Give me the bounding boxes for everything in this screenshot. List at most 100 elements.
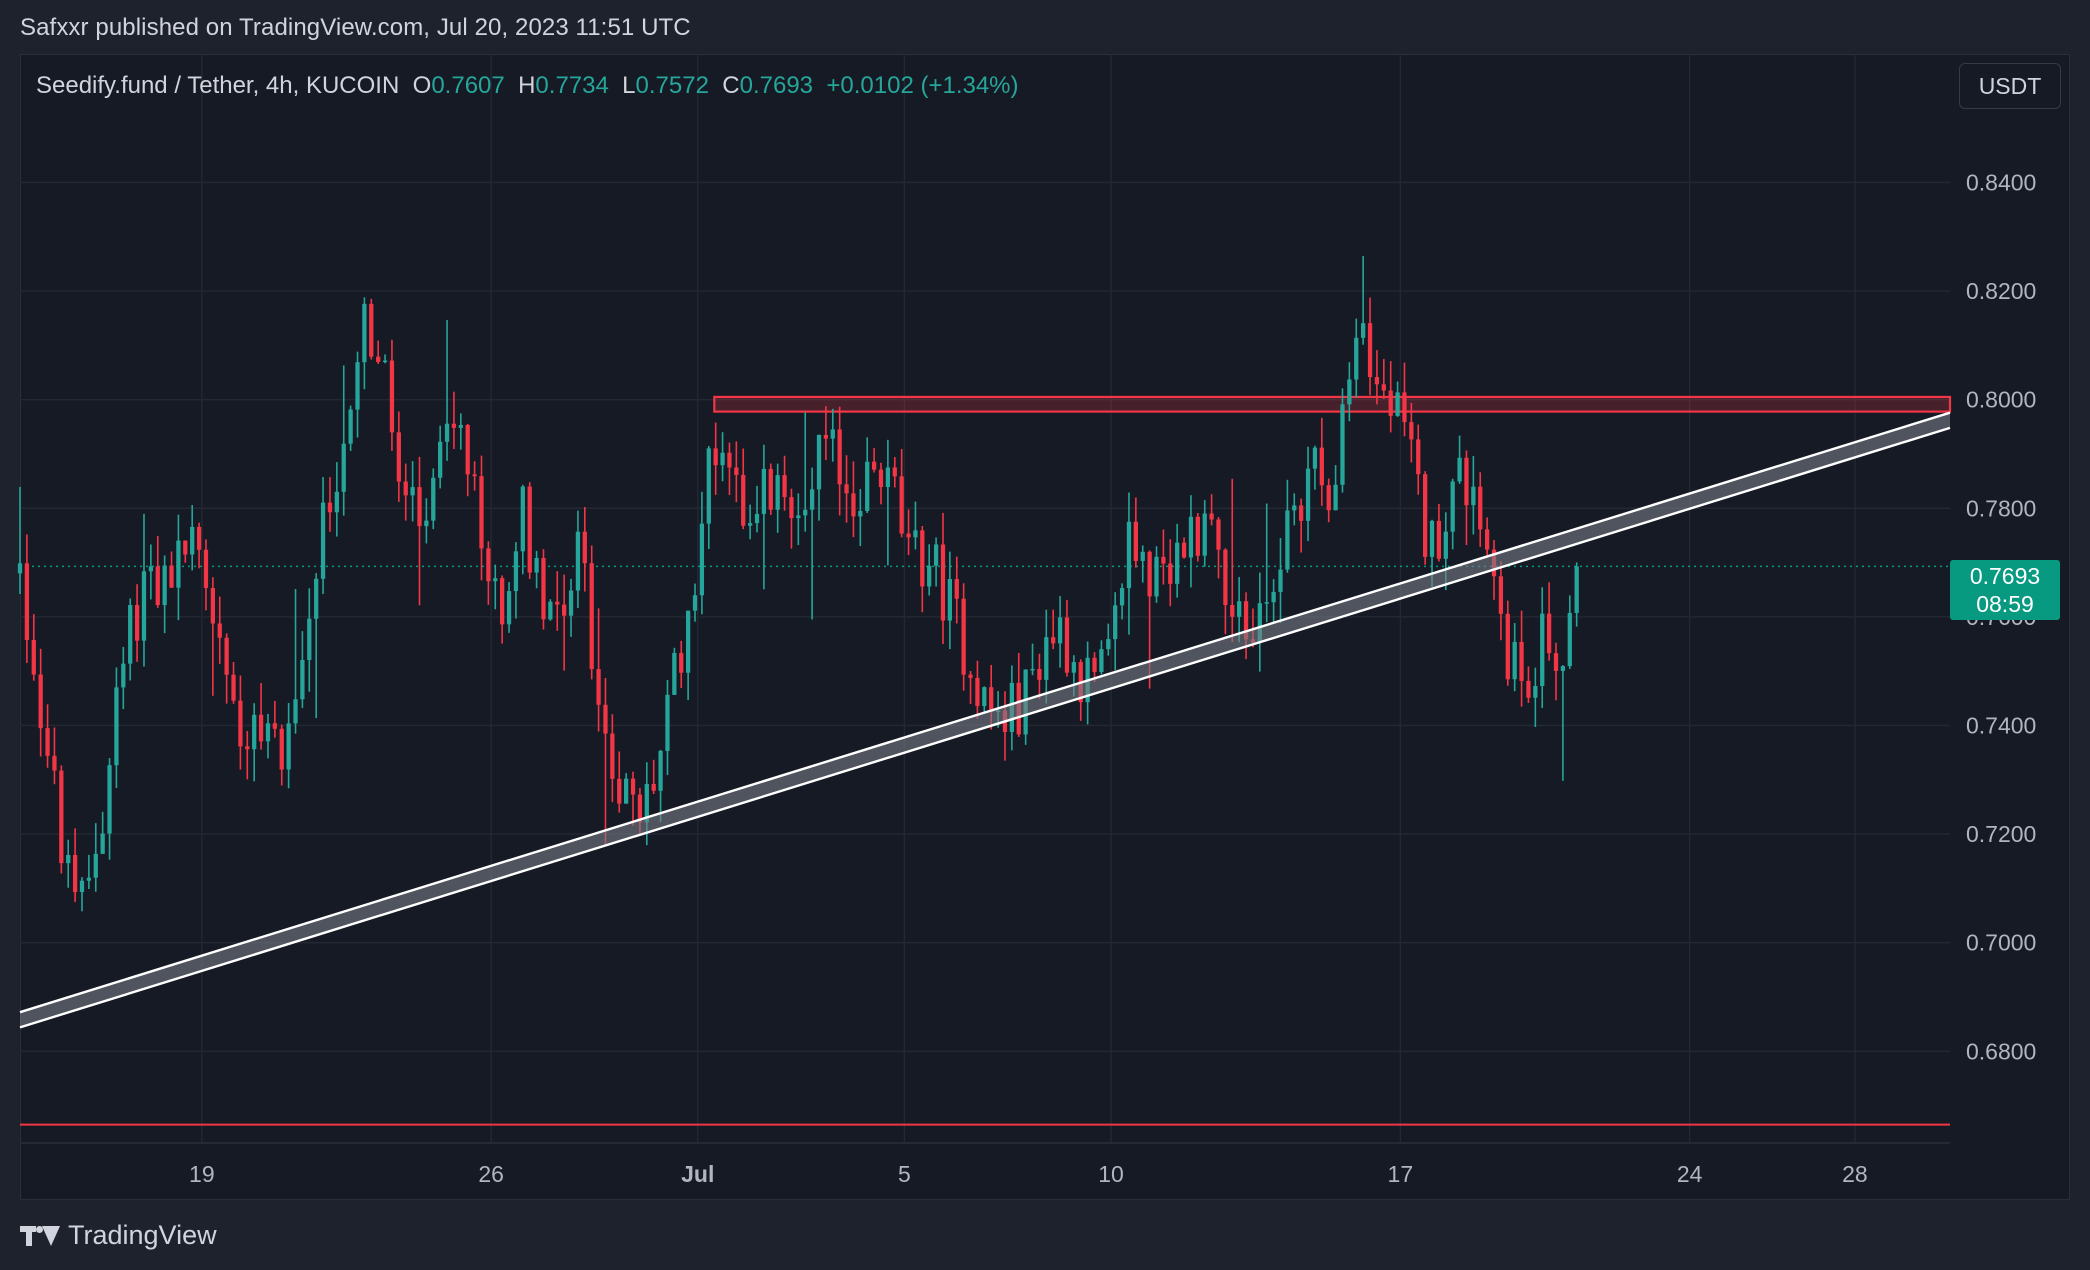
chart-panel[interactable] — [20, 54, 2070, 1200]
candle — [1574, 562, 1579, 627]
candle — [1354, 318, 1359, 398]
x-tick-label: Jul — [681, 1161, 714, 1187]
candle — [878, 462, 884, 505]
candle-body — [1540, 613, 1545, 686]
candle-body — [1257, 603, 1262, 643]
candle — [231, 662, 236, 704]
candle-body — [741, 474, 746, 526]
candle — [1119, 583, 1125, 620]
x-tick-label: 10 — [1098, 1161, 1124, 1187]
y-tick-label: 0.8000 — [1966, 387, 2036, 413]
candle — [809, 467, 815, 620]
candle-body — [1354, 337, 1359, 380]
candle — [196, 522, 202, 569]
candle — [210, 577, 215, 696]
candle — [396, 411, 401, 502]
candle-body — [1402, 392, 1407, 423]
tradingview-brand[interactable]: TradingView — [20, 1220, 217, 1251]
candle — [1292, 493, 1297, 526]
candle-body — [562, 604, 567, 616]
candle — [45, 704, 50, 768]
candle — [747, 504, 753, 540]
candle-body — [203, 549, 209, 589]
symbol-legend: Seedify.fund / Tether, 4h, KUCOIN O0.760… — [36, 72, 1019, 100]
x-tick-label: 17 — [1388, 1161, 1414, 1187]
candle — [327, 477, 333, 532]
candle-body — [1471, 486, 1476, 506]
candle-body — [121, 663, 126, 688]
candle-body — [1237, 601, 1242, 617]
candle-body — [66, 854, 71, 864]
candle-body — [665, 694, 670, 751]
candle — [66, 839, 71, 888]
candle — [1161, 529, 1166, 585]
candle-body — [376, 356, 381, 362]
candle — [183, 540, 188, 563]
candle-body — [1209, 513, 1214, 520]
candle — [355, 351, 360, 438]
candle-body — [1347, 379, 1352, 405]
candle — [651, 759, 656, 794]
candle-body — [100, 833, 105, 854]
candle-body — [52, 755, 57, 771]
candle-body — [493, 578, 498, 582]
high-label: H — [518, 72, 536, 99]
candle-body — [1243, 601, 1249, 640]
drawings-back — [20, 395, 1952, 1126]
candle-body — [72, 854, 78, 893]
open-label: O — [412, 72, 432, 99]
candle — [975, 660, 980, 719]
last-price-label: 0.7693 08:59 — [1950, 560, 2060, 620]
candle-body — [1333, 484, 1338, 511]
candle — [93, 823, 98, 892]
candle — [203, 539, 209, 611]
candle-body — [782, 475, 787, 498]
candle-body — [190, 526, 195, 555]
candle — [803, 412, 808, 532]
candle-body — [913, 530, 918, 538]
candle — [1464, 450, 1469, 546]
candle — [176, 514, 181, 621]
candle — [1402, 362, 1407, 437]
candle-body — [617, 778, 622, 804]
candle-body — [1450, 481, 1455, 532]
candle — [52, 727, 57, 785]
candle-body — [162, 565, 167, 606]
candle-body — [1181, 542, 1187, 558]
candle — [121, 646, 126, 710]
candle — [79, 877, 85, 912]
candle — [947, 551, 953, 650]
candle — [362, 297, 367, 390]
candle — [1381, 359, 1386, 399]
candle-body — [844, 484, 849, 494]
currency-button[interactable]: USDT — [1959, 63, 2061, 109]
candle-body — [1030, 668, 1035, 671]
candle — [59, 765, 64, 874]
candle-body — [1484, 529, 1490, 550]
candle-body — [141, 571, 147, 641]
candle — [417, 456, 422, 606]
candle — [899, 448, 904, 538]
candle-body — [520, 486, 525, 552]
candle — [431, 468, 436, 530]
drawings-front — [19, 411, 1951, 1029]
candle-body — [424, 520, 429, 527]
candle — [1106, 623, 1111, 656]
candle — [1168, 539, 1173, 607]
candle-body — [1312, 447, 1318, 469]
candle-body — [940, 544, 946, 621]
candle — [734, 441, 739, 503]
candle-body — [575, 531, 581, 591]
candle — [238, 675, 243, 770]
candle — [1423, 471, 1428, 565]
candle-body — [803, 509, 808, 516]
high-value: 0.7734 — [535, 72, 609, 99]
candle-body — [961, 598, 966, 675]
candle — [1237, 577, 1242, 643]
candle — [1457, 435, 1462, 484]
candle — [376, 340, 381, 365]
candle-body — [183, 540, 188, 555]
candle-body — [176, 540, 181, 588]
last-price-value: 0.7693 — [1969, 563, 2041, 589]
